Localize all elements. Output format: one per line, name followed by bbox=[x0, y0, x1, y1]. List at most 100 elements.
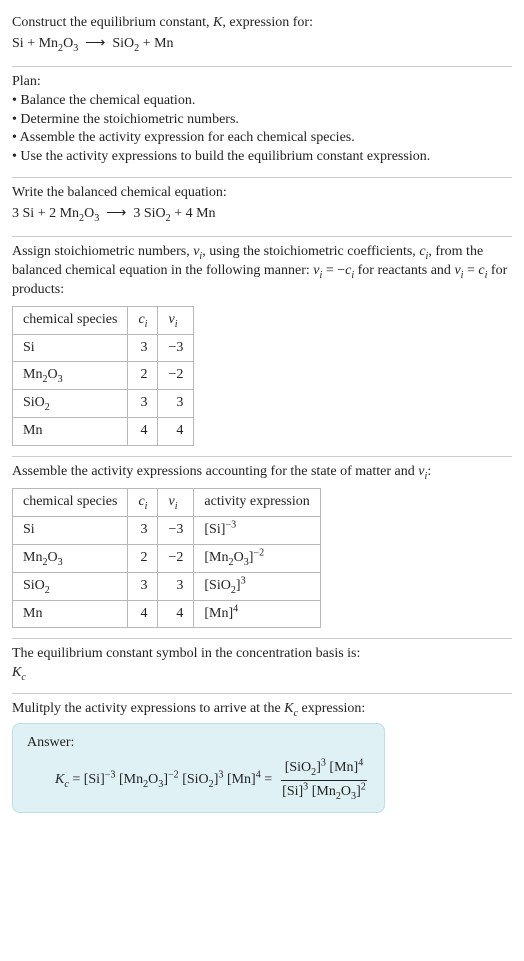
species: Si bbox=[23, 206, 35, 221]
kc-symbol-text: The equilibrium constant symbol in the c… bbox=[12, 645, 512, 664]
eq: = bbox=[261, 772, 272, 787]
coef: 2 bbox=[49, 206, 60, 221]
text: , expression for: bbox=[222, 15, 313, 30]
text: Mn bbox=[23, 423, 42, 438]
nu-cell: 3 bbox=[158, 572, 194, 600]
answer-label: Answer: bbox=[27, 734, 370, 753]
text: [Mn] bbox=[223, 772, 255, 787]
c-cell: 4 bbox=[128, 600, 158, 628]
text: [Mn bbox=[308, 784, 336, 799]
answer-expression: Kc = [Si]−3 [Mn2O3]−2 [SiO2]3 [Mn]4 = [S… bbox=[27, 759, 370, 802]
sup: 4 bbox=[233, 603, 238, 614]
text: Mn bbox=[23, 606, 42, 621]
plus: + bbox=[139, 36, 154, 51]
text: Si bbox=[23, 340, 35, 355]
k: K bbox=[12, 665, 21, 680]
plan-title: Plan: bbox=[12, 73, 512, 92]
sup: 3 bbox=[241, 575, 246, 586]
text: SiO bbox=[23, 395, 45, 410]
species: O bbox=[84, 206, 94, 221]
c-cell: 3 bbox=[128, 390, 158, 418]
nu-cell: −3 bbox=[158, 334, 194, 362]
sup: 2 bbox=[361, 781, 366, 792]
stoich-table: chemical species ci νi Si 3 −3 Mn2O3 2 −… bbox=[12, 306, 194, 446]
activity-cell: [Si]−3 bbox=[194, 516, 320, 544]
text: [Mn] bbox=[204, 606, 233, 621]
species-cell: SiO2 bbox=[13, 390, 128, 418]
text: Si bbox=[23, 522, 35, 537]
balanced-equation: 3 Si + 2 Mn2O3 ⟶ 3 SiO2 + 4 Mn bbox=[12, 205, 512, 224]
problem-line-1: Construct the equilibrium constant, K, e… bbox=[12, 14, 512, 33]
activity-table: chemical species ci νi activity expressi… bbox=[12, 488, 321, 628]
table-row: Mn 4 4 [Mn]4 bbox=[13, 600, 321, 628]
plan-section: Plan: • Balance the chemical equation. •… bbox=[12, 66, 512, 177]
sup: −3 bbox=[105, 769, 116, 780]
sub: i bbox=[145, 318, 148, 329]
nu-cell: −3 bbox=[158, 516, 194, 544]
multiply-section: Mulitply the activity expressions to arr… bbox=[12, 693, 512, 823]
c-cell: 2 bbox=[128, 362, 158, 390]
sub: 3 bbox=[94, 213, 99, 224]
text: [Mn] bbox=[326, 760, 358, 775]
c-cell: 3 bbox=[128, 572, 158, 600]
kc-left: Kc = [Si]−3 [Mn2O3]−2 [SiO2]3 [Mn]4 = bbox=[55, 771, 272, 790]
balanced-intro: Write the balanced chemical equation: bbox=[12, 184, 512, 203]
text: Mn bbox=[23, 367, 42, 382]
balanced-section: Write the balanced chemical equation: 3 … bbox=[12, 177, 512, 236]
plus: + bbox=[171, 206, 186, 221]
table-row: Mn2O3 2 −2 bbox=[13, 362, 194, 390]
text: Mn bbox=[23, 550, 42, 565]
species: SiO bbox=[144, 206, 166, 221]
text: O bbox=[48, 550, 58, 565]
text: for reactants and bbox=[354, 263, 454, 278]
eq: = bbox=[69, 772, 84, 787]
sub: i bbox=[175, 501, 178, 512]
text: O bbox=[341, 784, 351, 799]
plan-item: • Determine the stoichiometric numbers. bbox=[12, 111, 512, 130]
text: Assign stoichiometric numbers, bbox=[12, 244, 193, 259]
plan-item: • Assemble the activity expression for e… bbox=[12, 129, 512, 148]
text: Construct the equilibrium constant, bbox=[12, 15, 213, 30]
nu-cell: −2 bbox=[158, 544, 194, 572]
plan-item: • Balance the chemical equation. bbox=[12, 92, 512, 111]
assign-section: Assign stoichiometric numbers, νi, using… bbox=[12, 236, 512, 456]
species: Mn bbox=[154, 36, 173, 51]
k: K bbox=[55, 772, 64, 787]
plus: + bbox=[24, 36, 39, 51]
k: K bbox=[284, 701, 293, 716]
sub: 3 bbox=[58, 557, 63, 568]
activity-cell: [SiO2]3 bbox=[194, 572, 320, 600]
plan-item: • Use the activity expressions to build … bbox=[12, 148, 512, 167]
text: = bbox=[463, 263, 478, 278]
sup: 4 bbox=[358, 757, 363, 768]
species: O bbox=[63, 36, 73, 51]
sub: i bbox=[145, 501, 148, 512]
species-cell: Si bbox=[13, 334, 128, 362]
text: [Mn bbox=[115, 772, 143, 787]
kc-symbol-section: The equilibrium constant symbol in the c… bbox=[12, 638, 512, 693]
text: Assemble the activity expressions accoun… bbox=[12, 464, 418, 479]
problem-header: Construct the equilibrium constant, K, e… bbox=[12, 8, 512, 66]
answer-box: Answer: Kc = [Si]−3 [Mn2O3]−2 [SiO2]3 [M… bbox=[12, 723, 385, 813]
species: Mn bbox=[196, 206, 215, 221]
activity-cell: [Mn]4 bbox=[194, 600, 320, 628]
sup: −3 bbox=[225, 519, 236, 530]
unbalanced-equation: Si + Mn2O3 ⟶ SiO2 + Mn bbox=[12, 35, 512, 54]
col-species: chemical species bbox=[13, 306, 128, 334]
sub: 2 bbox=[45, 402, 50, 413]
text: O bbox=[48, 367, 58, 382]
sup: −2 bbox=[253, 547, 264, 558]
table-row: SiO2 3 3 [SiO2]3 bbox=[13, 572, 321, 600]
col-nui: νi bbox=[158, 306, 194, 334]
sub: 3 bbox=[58, 374, 63, 385]
species: Si bbox=[12, 36, 24, 51]
arrow-icon: ⟶ bbox=[85, 36, 105, 51]
text: [SiO bbox=[285, 760, 311, 775]
c-cell: 2 bbox=[128, 544, 158, 572]
table-row: Mn 4 4 bbox=[13, 418, 194, 446]
col-nui: νi bbox=[158, 489, 194, 517]
species: SiO bbox=[112, 36, 134, 51]
text: [SiO bbox=[179, 772, 209, 787]
fraction: [SiO2]3 [Mn]4 [Si]3 [Mn2O3]2 bbox=[278, 759, 370, 802]
activity-cell: [Mn2O3]−2 bbox=[194, 544, 320, 572]
